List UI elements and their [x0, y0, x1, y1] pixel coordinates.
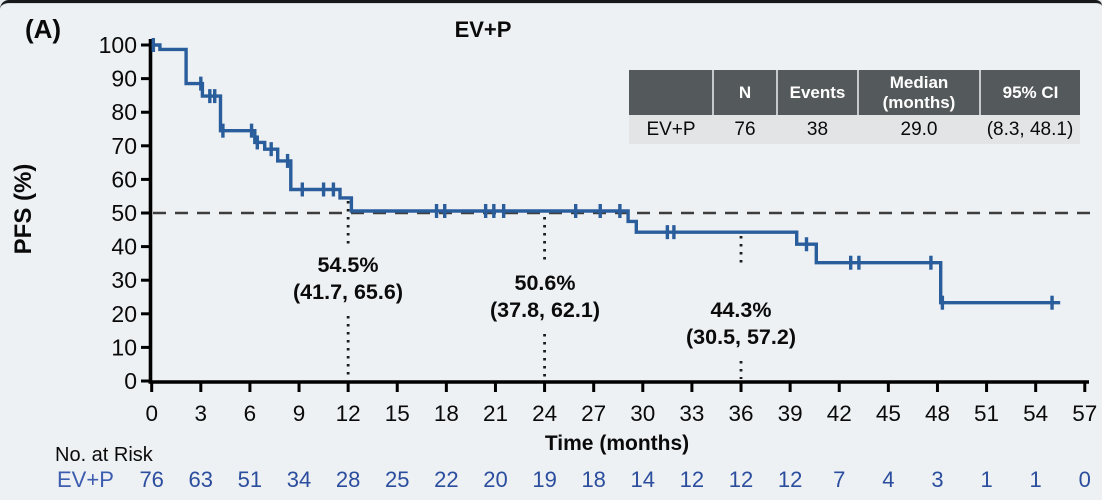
milestone-rate: 44.3% [710, 298, 772, 322]
table-row: EV+P 76 38 29.0 (8.3, 48.1) [629, 115, 1080, 144]
x-tick-label: 27 [581, 401, 606, 426]
at-risk-value: 18 [581, 467, 606, 492]
at-risk-value: 63 [188, 467, 214, 492]
y-tick-label: 0 [124, 368, 137, 394]
at-risk-value: 20 [483, 467, 508, 492]
chart-title: EV+P [454, 17, 512, 42]
at-risk-value: 22 [434, 467, 459, 492]
milestone-rate: 54.5% [317, 253, 379, 277]
at-risk-value: 28 [335, 467, 361, 492]
milestone-rate: 50.6% [514, 271, 576, 295]
x-tick-label: 39 [778, 401, 803, 426]
milestone-ci: (41.7, 65.6) [293, 279, 403, 304]
cell-group: EV+P [629, 115, 713, 144]
header-ci: 95% CI [979, 70, 1080, 115]
x-tick-label: 42 [827, 401, 852, 426]
x-tick-label: 15 [385, 401, 410, 426]
x-tick-label: 6 [244, 401, 257, 426]
y-tick-label: 90 [111, 66, 137, 92]
summary-table: N Events Median (months) 95% CI EV+P 76 … [629, 70, 1080, 144]
x-tick-label: 21 [483, 401, 508, 426]
at-risk-value: 12 [728, 467, 754, 492]
at-risk-value: 4 [882, 467, 895, 492]
x-tick-label: 24 [532, 401, 557, 426]
milestone-annotation-12mo: 54.5% (41.7, 65.6) [293, 252, 403, 306]
x-tick-label: 9 [293, 401, 306, 426]
at-risk-values-row: 76 63 51 34 28 25 22 20 19 18 14 12 12 12 7 4 3 1 1 0 [0, 467, 1102, 497]
cell-n: 76 [713, 115, 777, 144]
x-tick-label: 54 [1023, 401, 1048, 426]
x-tick-label: 0 [145, 401, 158, 426]
at-risk-value: 7 [833, 467, 846, 492]
y-axis-title: PFS (%) [10, 163, 37, 255]
header-n: N [712, 70, 777, 115]
at-risk-value: 1 [980, 467, 993, 492]
at-risk-value: 12 [777, 467, 803, 492]
y-tick-label: 100 [99, 32, 137, 58]
header-median: Median (months) [857, 70, 980, 115]
at-risk-value: 25 [385, 467, 410, 492]
at-risk-value: 76 [139, 467, 164, 492]
milestone-ci: (30.5, 57.2) [686, 324, 796, 349]
at-risk-value: 14 [630, 467, 656, 492]
panel-label: (A) [25, 14, 62, 44]
y-tick-label: 60 [111, 166, 137, 192]
milestone-annotation-36mo: 44.3% (30.5, 57.2) [686, 297, 796, 351]
x-tick-label: 12 [336, 401, 361, 426]
cell-median: 29.0 [858, 115, 980, 144]
x-tick-label: 36 [729, 401, 754, 426]
x-tick-label: 57 [1072, 401, 1097, 426]
header-group [629, 70, 713, 115]
at-risk-value: 19 [532, 467, 557, 492]
y-tick-label: 70 [111, 133, 137, 159]
at-risk-value: 3 [931, 467, 944, 492]
y-tick-label: 50 [111, 200, 137, 226]
y-tick-label: 40 [111, 234, 137, 260]
cell-ci: (8.3, 48.1) [980, 115, 1080, 144]
summary-table-header-row: N Events Median (months) 95% CI [629, 70, 1080, 115]
at-risk-value: 51 [237, 467, 263, 492]
cell-events: 38 [777, 115, 858, 144]
x-axis-title: Time (months) [544, 432, 690, 455]
at-risk-value: 0 [1078, 467, 1091, 492]
y-tick-label: 20 [111, 301, 137, 327]
x-tick-label: 45 [876, 401, 901, 426]
y-tick-label: 30 [111, 267, 137, 293]
y-tick-label: 10 [111, 334, 137, 360]
x-tick-label: 33 [679, 401, 704, 426]
x-tick-label: 48 [925, 401, 950, 426]
header-events: Events [776, 70, 858, 115]
x-tick-label: 18 [434, 401, 459, 426]
x-tick-label: 51 [974, 401, 999, 426]
x-tick-label: 30 [630, 401, 655, 426]
at-risk-value: 1 [1029, 467, 1042, 492]
y-tick-label: 80 [111, 99, 137, 125]
at-risk-value: 12 [679, 467, 705, 492]
x-tick-label: 3 [195, 401, 208, 426]
at-risk-value: 34 [286, 467, 312, 492]
at-risk-group-label: EV+P [57, 467, 114, 492]
milestone-ci: (37.8, 62.1) [490, 297, 600, 322]
at-risk-section-label: No. at Risk [55, 444, 153, 466]
milestone-annotation-24mo: 50.6% (37.8, 62.1) [490, 270, 600, 324]
